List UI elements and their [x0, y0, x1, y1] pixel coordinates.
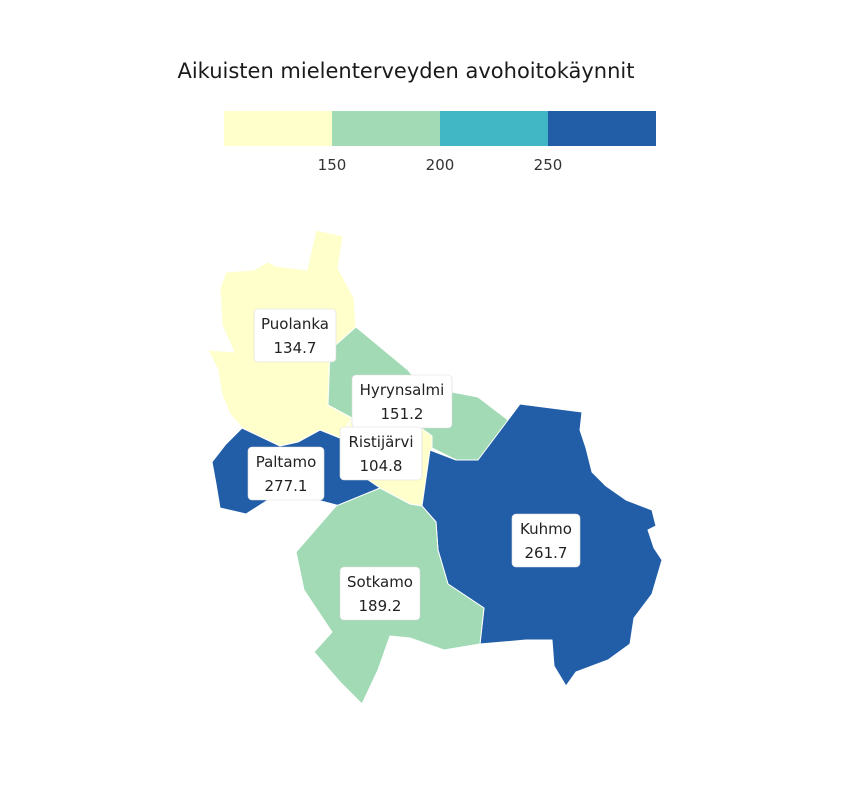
map-title: Aikuisten mielenterveyden avohoitokäynni…: [177, 59, 634, 83]
legend: 150 200 250: [224, 111, 656, 174]
legend-tick-label: 250: [534, 156, 563, 174]
label-hyrynsalmi: Hyrynsalmi 151.2: [351, 374, 453, 429]
region-name: Puolanka: [261, 315, 329, 333]
region-labels: Puolanka 134.7 Hyrynsalmi 151.2 Ristijär…: [247, 308, 581, 621]
region-value: 189.2: [359, 597, 402, 615]
legend-swatch-4: [548, 111, 656, 146]
legend-swatch-3: [440, 111, 548, 146]
region-value: 261.7: [525, 544, 568, 562]
region-name: Kuhmo: [520, 520, 572, 538]
region-value: 104.8: [360, 457, 403, 475]
region-name: Hyrynsalmi: [360, 381, 445, 399]
label-box: [247, 446, 325, 501]
region-value: 277.1: [265, 477, 308, 495]
label-box: [253, 308, 337, 363]
label-sotkamo: Sotkamo 189.2: [339, 566, 421, 621]
legend-tick-label: 150: [318, 156, 347, 174]
label-box: [339, 426, 423, 481]
region-value: 134.7: [274, 339, 317, 357]
label-puolanka: Puolanka 134.7: [253, 308, 337, 363]
label-kuhmo: Kuhmo 261.7: [511, 513, 581, 568]
legend-tick-label: 200: [426, 156, 455, 174]
legend-swatch-1: [224, 111, 332, 146]
legend-swatch-2: [332, 111, 440, 146]
label-box: [339, 566, 421, 621]
region-name: Ristijärvi: [348, 433, 413, 451]
label-box: [511, 513, 581, 568]
region-name: Sotkamo: [347, 573, 413, 591]
label-ristijarvi: Ristijärvi 104.8: [339, 426, 423, 481]
label-paltamo: Paltamo 277.1: [247, 446, 325, 501]
region-name: Paltamo: [256, 453, 317, 471]
region-value: 151.2: [381, 405, 424, 423]
